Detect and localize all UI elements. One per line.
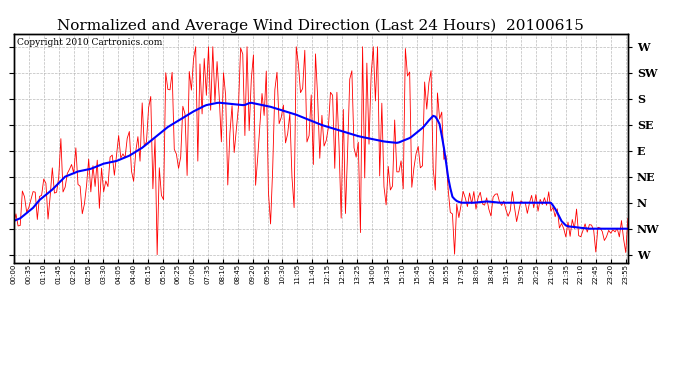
Title: Normalized and Average Wind Direction (Last 24 Hours)  20100615: Normalized and Average Wind Direction (L… — [57, 18, 584, 33]
Text: Copyright 2010 Cartronics.com: Copyright 2010 Cartronics.com — [17, 38, 162, 47]
